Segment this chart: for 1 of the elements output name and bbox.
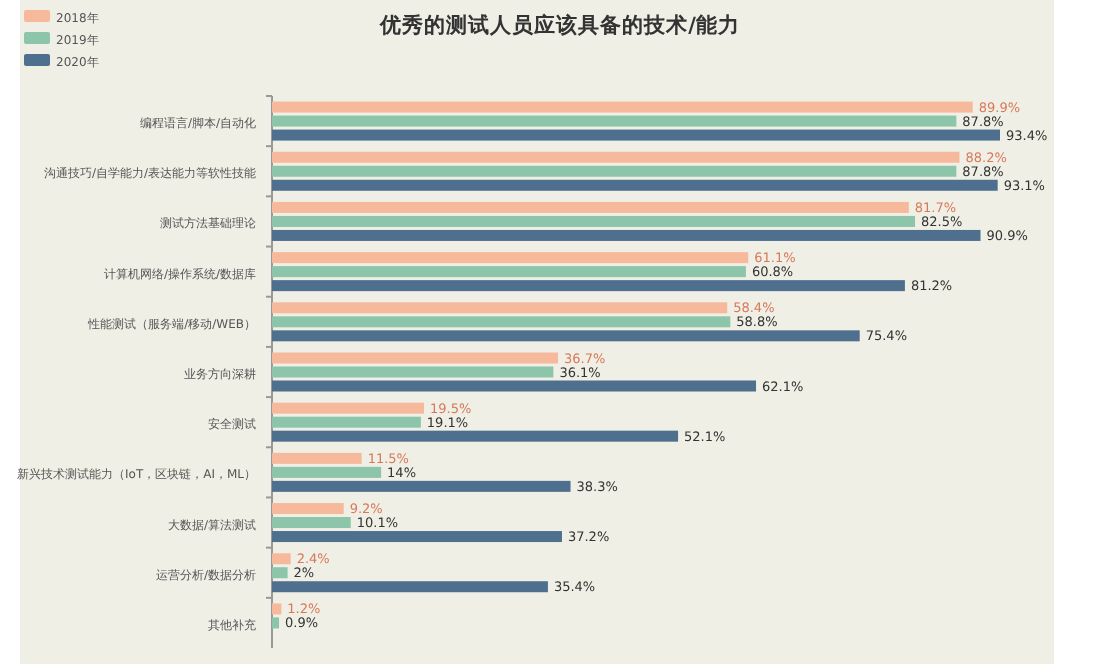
chart-title: 优秀的测试人员应该具备的技术/能力 — [378, 12, 740, 38]
